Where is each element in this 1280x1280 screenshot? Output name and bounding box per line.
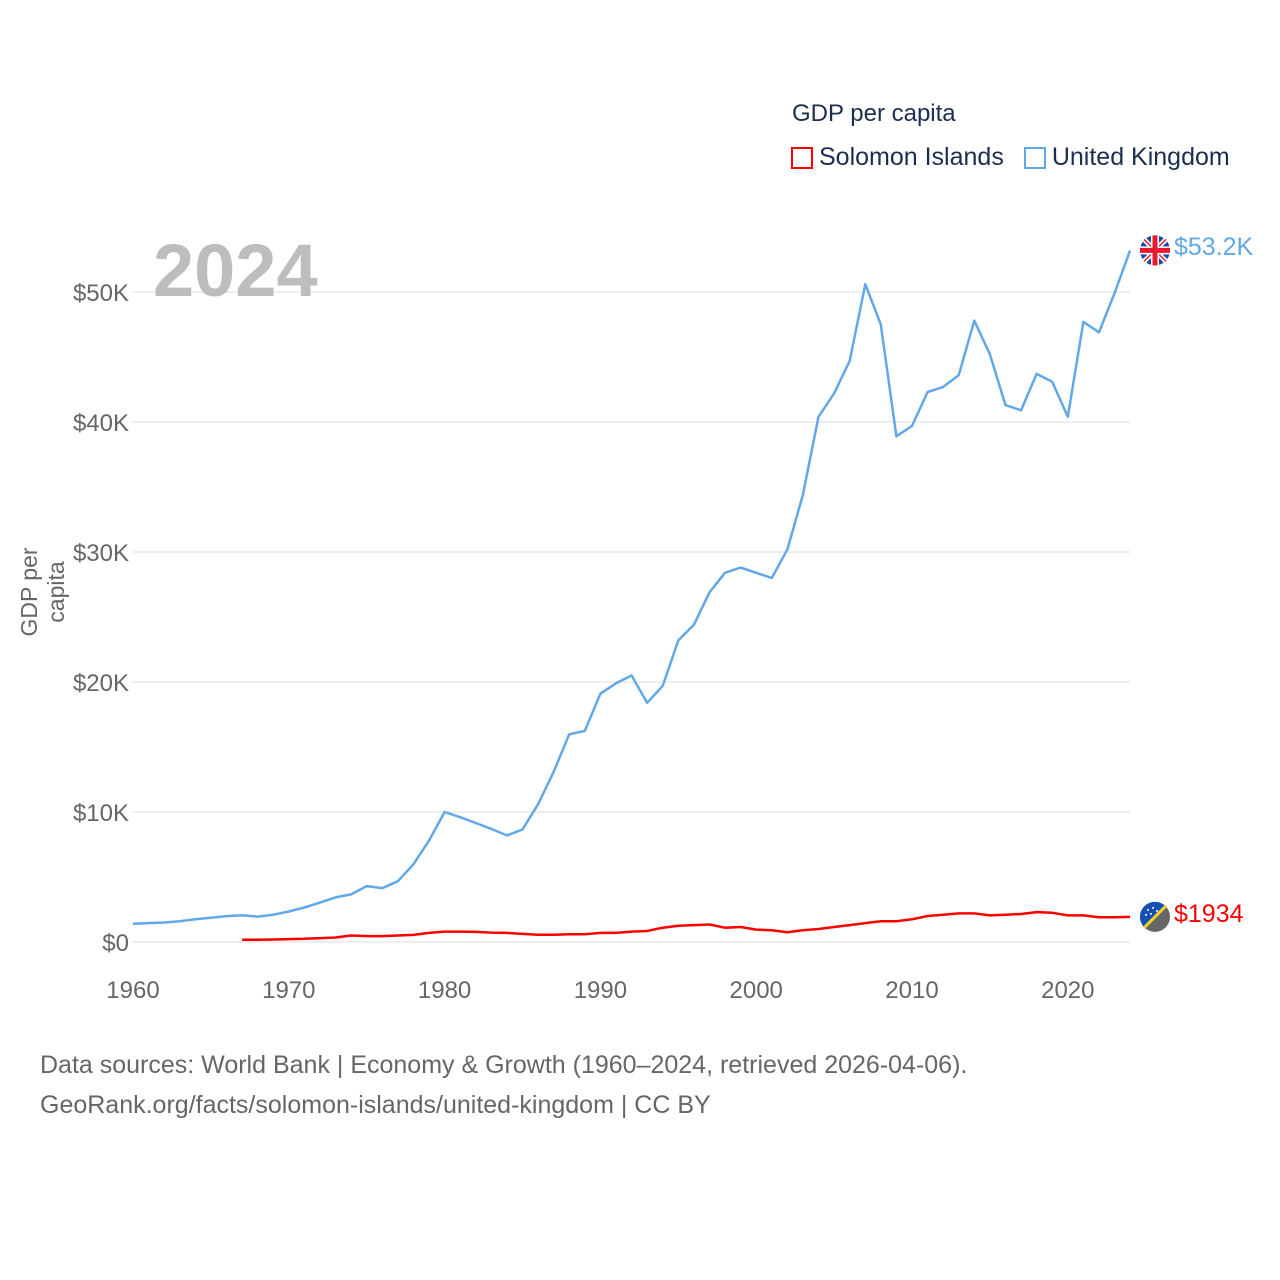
x-tick-label: 2020	[1041, 977, 1094, 1004]
y-tick-label: $50K	[73, 280, 129, 307]
x-tick-label: 1970	[262, 977, 315, 1004]
x-tick-label: 1980	[418, 977, 471, 1004]
uk-end-label: $53.2K	[1174, 233, 1254, 261]
solomon-islands-flag-icon	[1140, 901, 1170, 932]
legend-swatch	[791, 146, 813, 169]
legend-title: GDP per capita	[792, 100, 956, 127]
y-tick-label: $30K	[73, 540, 129, 567]
legend: Solomon Islands United Kingdom	[791, 143, 1230, 172]
source-line-2[interactable]: GeoRank.org/facts/solomon-islands/united…	[40, 1091, 711, 1119]
year-watermark: 2024	[153, 229, 318, 312]
y-tick-label: $0	[102, 930, 129, 957]
y-tick-label: $10K	[73, 800, 129, 827]
legend-label: United Kingdom	[1051, 143, 1230, 171]
series-line-solomon-islands	[242, 910, 1131, 941]
source-note: Data sources: World Bank | Economy & Gro…	[40, 1045, 967, 1125]
x-tick-label: 1960	[106, 977, 159, 1004]
y-tick-label: $40K	[73, 410, 129, 437]
x-tick-label: 1990	[574, 977, 627, 1004]
source-line-1: Data sources: World Bank | Economy & Gro…	[40, 1051, 968, 1079]
series-line-united-kingdom	[132, 249, 1132, 926]
y-tick-label: $20K	[73, 670, 129, 697]
solomon-end-label: $1934	[1174, 900, 1244, 928]
legend-item-united-kingdom[interactable]: United Kingdom	[1023, 143, 1230, 172]
uk-flag-icon	[1140, 235, 1170, 266]
x-tick-label: 2010	[885, 977, 938, 1004]
legend-swatch	[1023, 146, 1046, 169]
y-axis-label: GDP per capita	[16, 547, 69, 637]
legend-item-solomon-islands[interactable]: Solomon Islands	[791, 143, 1004, 172]
x-tick-label: 2000	[730, 977, 783, 1004]
legend-label: Solomon Islands	[819, 143, 1004, 171]
